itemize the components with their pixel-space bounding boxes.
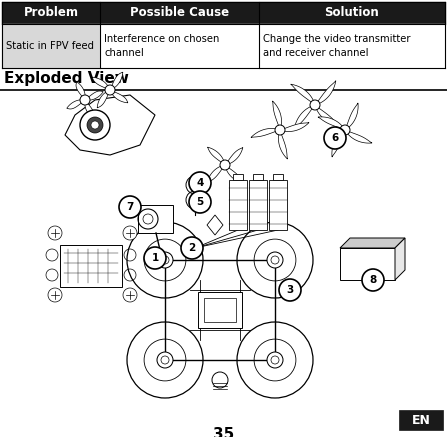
Bar — [229, 180, 247, 230]
Polygon shape — [110, 72, 123, 90]
Polygon shape — [225, 148, 243, 165]
Polygon shape — [76, 82, 85, 100]
Polygon shape — [65, 95, 155, 155]
Circle shape — [275, 125, 285, 135]
Polygon shape — [291, 84, 315, 105]
Text: 8: 8 — [369, 275, 377, 285]
Polygon shape — [318, 117, 345, 130]
Polygon shape — [251, 128, 280, 138]
Circle shape — [80, 110, 110, 140]
Circle shape — [162, 357, 168, 363]
Circle shape — [189, 172, 211, 194]
Circle shape — [157, 352, 173, 368]
Circle shape — [48, 288, 62, 302]
Circle shape — [181, 237, 203, 259]
Polygon shape — [92, 77, 110, 90]
Text: Static in FPV feed: Static in FPV feed — [6, 41, 94, 51]
Polygon shape — [340, 238, 405, 248]
Text: Problem: Problem — [24, 7, 79, 20]
Bar — [198, 292, 242, 328]
Bar — [233, 174, 243, 180]
Circle shape — [272, 357, 278, 363]
Text: Interference on chosen
channel: Interference on chosen channel — [104, 35, 220, 58]
Bar — [60, 245, 122, 287]
Polygon shape — [345, 130, 372, 143]
Circle shape — [310, 100, 320, 110]
Text: Solution: Solution — [325, 7, 380, 20]
Circle shape — [80, 95, 90, 105]
Circle shape — [161, 356, 169, 364]
Circle shape — [271, 356, 279, 364]
Bar — [253, 174, 263, 180]
Polygon shape — [110, 90, 128, 103]
Polygon shape — [85, 91, 103, 100]
Circle shape — [119, 196, 141, 218]
Polygon shape — [207, 147, 225, 165]
Circle shape — [123, 288, 137, 302]
Circle shape — [123, 226, 137, 240]
Polygon shape — [278, 130, 287, 159]
Text: EN: EN — [412, 413, 430, 427]
Bar — [269, 180, 287, 230]
Circle shape — [157, 252, 173, 268]
Circle shape — [362, 269, 384, 291]
Polygon shape — [85, 100, 94, 118]
Bar — [399, 410, 443, 430]
Polygon shape — [332, 130, 345, 157]
Circle shape — [157, 352, 173, 368]
Text: 35: 35 — [213, 427, 234, 437]
Text: Change the video transmitter
and receiver channel: Change the video transmitter and receive… — [263, 35, 410, 58]
Circle shape — [267, 352, 283, 368]
Polygon shape — [315, 105, 339, 126]
Text: Exploded View: Exploded View — [4, 71, 129, 86]
Polygon shape — [67, 100, 85, 109]
Circle shape — [48, 226, 62, 240]
Circle shape — [144, 247, 166, 269]
Circle shape — [267, 352, 283, 368]
Polygon shape — [225, 165, 242, 183]
Polygon shape — [345, 103, 358, 130]
Circle shape — [189, 191, 211, 213]
Polygon shape — [97, 90, 110, 108]
Text: 7: 7 — [127, 202, 134, 212]
Bar — [340, 248, 395, 280]
Circle shape — [91, 121, 99, 129]
Text: 5: 5 — [196, 197, 204, 207]
Polygon shape — [207, 215, 223, 235]
Bar — [249, 180, 267, 230]
Bar — [138, 205, 173, 233]
Circle shape — [279, 279, 301, 301]
Text: Possible Cause: Possible Cause — [130, 7, 229, 20]
Polygon shape — [273, 101, 282, 130]
Text: 6: 6 — [331, 133, 339, 143]
Circle shape — [272, 257, 278, 263]
Circle shape — [162, 257, 168, 263]
Text: 3: 3 — [287, 285, 294, 295]
Circle shape — [220, 160, 230, 170]
Circle shape — [267, 253, 283, 267]
Polygon shape — [395, 238, 405, 280]
Circle shape — [340, 125, 350, 135]
Circle shape — [157, 253, 173, 267]
Polygon shape — [315, 81, 336, 105]
Circle shape — [212, 372, 228, 388]
Polygon shape — [294, 105, 315, 129]
Circle shape — [267, 252, 283, 268]
Circle shape — [105, 85, 115, 95]
Circle shape — [161, 256, 169, 264]
Bar — [204, 298, 236, 322]
Text: 1: 1 — [152, 253, 159, 263]
Polygon shape — [280, 122, 309, 132]
Circle shape — [271, 256, 279, 264]
Polygon shape — [207, 165, 225, 183]
Bar — [273, 174, 283, 180]
Circle shape — [324, 127, 346, 149]
Text: 4: 4 — [196, 178, 204, 188]
Text: 2: 2 — [188, 243, 196, 253]
Circle shape — [87, 117, 103, 133]
